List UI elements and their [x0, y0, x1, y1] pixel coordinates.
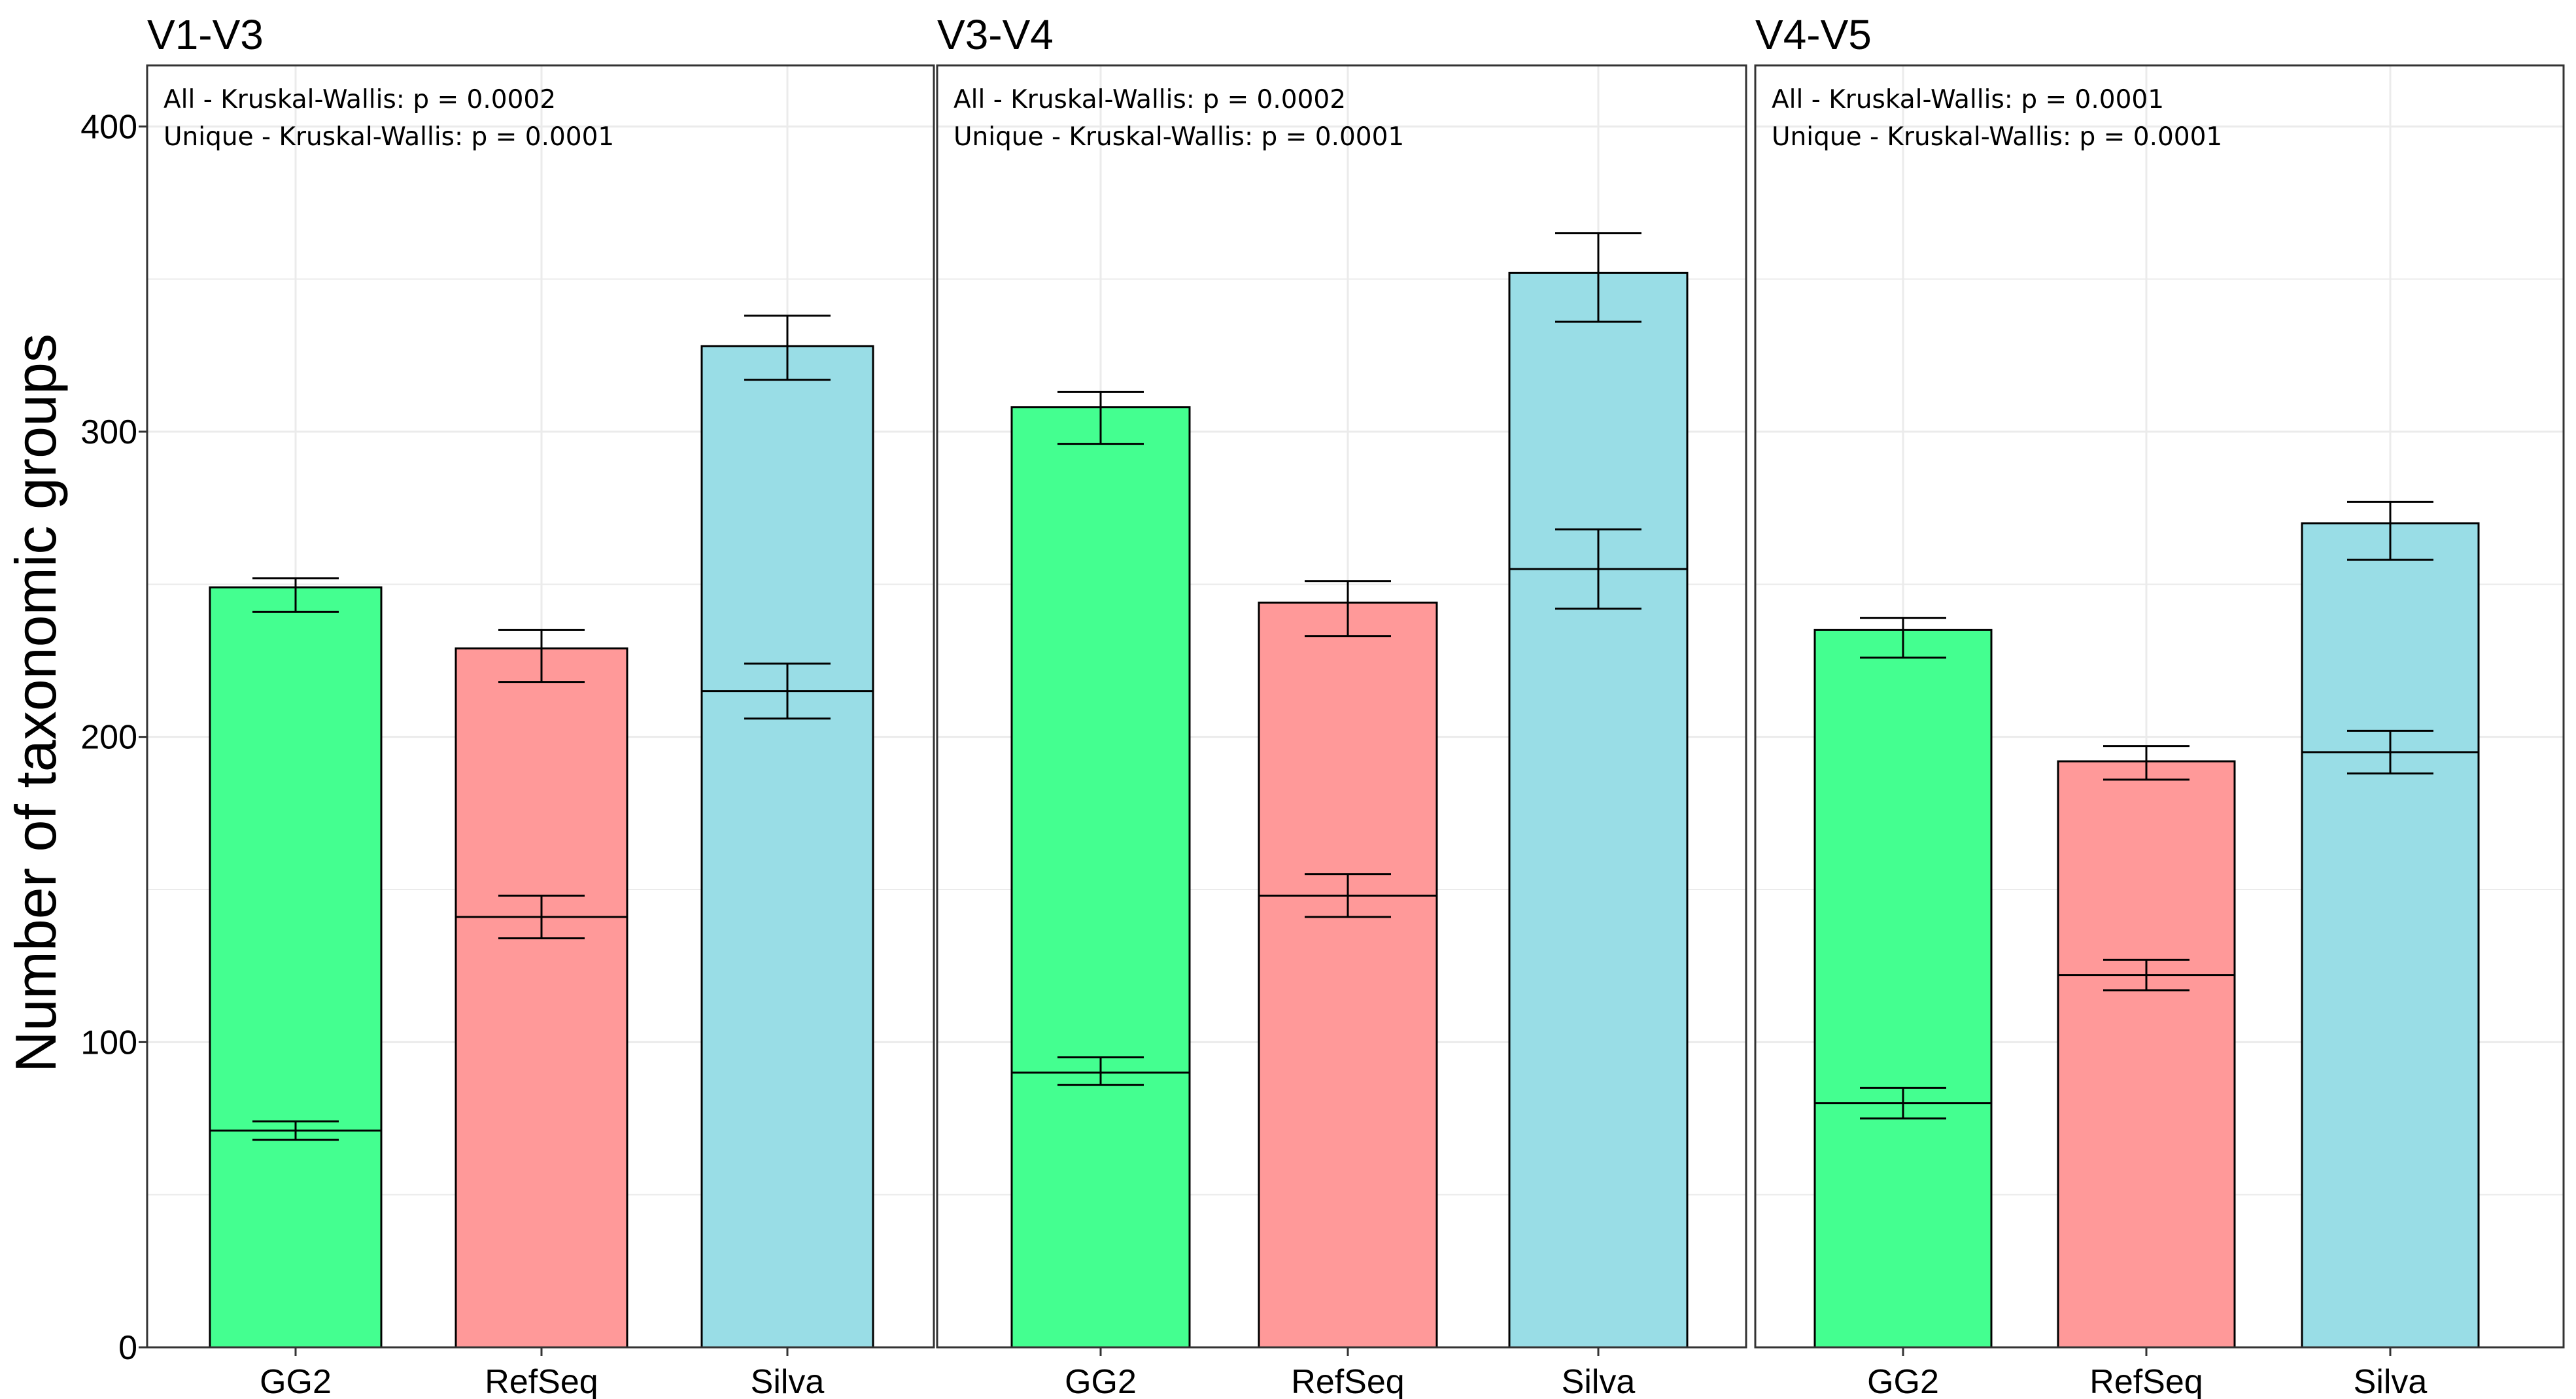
y-axis-ticks: 0 100 200 300 400 — [80, 108, 147, 1367]
panel-title: V4-V5 — [1755, 11, 1872, 58]
x-tick-label: Silva — [2354, 1363, 2428, 1399]
x-tick-label: RefSeq — [1291, 1363, 1404, 1399]
y-tick-label: 100 — [80, 1024, 137, 1062]
bar-silva-all — [2301, 522, 2480, 1349]
panel-title: V3-V4 — [937, 11, 1054, 58]
panels: GG2 RefSeq Silva V1-V3 All - Kruskal-Wallis:… — [146, 11, 2565, 1399]
panel-v3-v4: GG2 RefSeq Silva V3-V4 All - Kruskal-Wallis:… — [936, 11, 1747, 1399]
y-tick-label: 0 — [118, 1329, 137, 1367]
kruskal-wallis-annotation: Unique - Kruskal-Wallis: p = 0.0001 — [163, 122, 614, 152]
panel-border — [936, 64, 1747, 1349]
kruskal-wallis-annotation: All - Kruskal-Wallis: p = 0.0002 — [953, 85, 1346, 114]
panel-title: V1-V3 — [147, 11, 264, 58]
bar-refseq-all — [1258, 601, 1438, 1349]
bar-refseq-all — [455, 647, 628, 1349]
bar-silva-all — [1508, 271, 1689, 1349]
x-tick-label: Silva — [751, 1363, 825, 1399]
bar-refseq-all — [2057, 760, 2236, 1349]
kruskal-wallis-annotation: All - Kruskal-Wallis: p = 0.0002 — [163, 85, 556, 114]
x-tick-label: GG2 — [1867, 1363, 1939, 1399]
panel-border — [1754, 64, 2565, 1349]
x-tick-label: RefSeq — [485, 1363, 598, 1399]
bar-gg2-all — [1813, 629, 1993, 1349]
x-tick-label: RefSeq — [2089, 1363, 2203, 1399]
bar-gg2-all — [209, 586, 383, 1349]
kruskal-wallis-annotation: Unique - Kruskal-Wallis: p = 0.0001 — [953, 122, 1404, 152]
x-tick-label: GG2 — [260, 1363, 332, 1399]
y-tick-label: 200 — [80, 719, 137, 757]
y-tick-label: 400 — [80, 108, 137, 146]
panel-v1-v3: GG2 RefSeq Silva V1-V3 All - Kruskal-Wallis:… — [146, 11, 935, 1399]
y-tick-label: 300 — [80, 413, 137, 451]
x-tick-label: GG2 — [1065, 1363, 1137, 1399]
kruskal-wallis-annotation: All - Kruskal-Wallis: p = 0.0001 — [1772, 85, 2164, 114]
panel-v4-v5: GG2 RefSeq Silva V4-V5 All - Kruskal-Wallis:… — [1754, 11, 2565, 1399]
x-tick-label: Silva — [1562, 1363, 1636, 1399]
bar-gg2-all — [1010, 406, 1191, 1349]
bar-silva-all — [700, 345, 874, 1349]
y-axis-label: Number of taxonomic groups — [3, 334, 68, 1073]
kruskal-wallis-annotation: Unique - Kruskal-Wallis: p = 0.0001 — [1772, 122, 2222, 152]
panel-border — [146, 64, 935, 1349]
